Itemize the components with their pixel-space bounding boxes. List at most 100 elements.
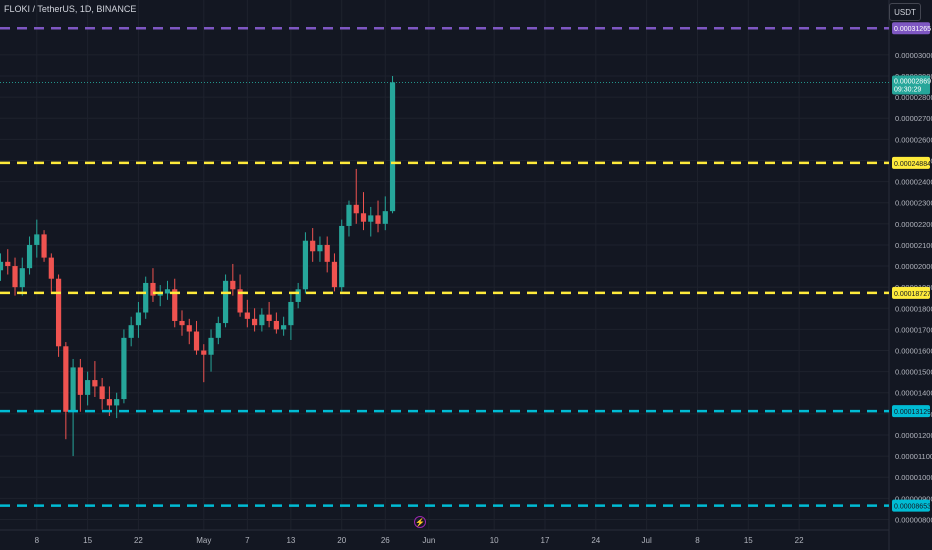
candle-body[interactable] bbox=[26, 244, 33, 269]
candle-body[interactable] bbox=[19, 268, 25, 288]
price-tick-label: 0.00001000 bbox=[895, 473, 932, 482]
candle-body[interactable] bbox=[179, 320, 185, 326]
flash-event-icon[interactable]: ⚡ bbox=[414, 516, 426, 528]
candle-body[interactable] bbox=[281, 325, 287, 330]
candle-body[interactable] bbox=[92, 380, 98, 387]
time-tick-label: 22 bbox=[134, 536, 143, 545]
candle-body[interactable] bbox=[0, 261, 4, 271]
price-line-tag bbox=[892, 286, 930, 299]
candle-body[interactable] bbox=[41, 234, 47, 258]
current-price-label: 0.00002869 bbox=[894, 79, 931, 86]
price-tick-label: 0.00002200 bbox=[895, 220, 932, 229]
candle-body[interactable] bbox=[295, 289, 301, 302]
candle-body[interactable] bbox=[172, 289, 178, 321]
candle-body[interactable] bbox=[237, 289, 243, 313]
price-tick-label: 0.00001500 bbox=[895, 368, 932, 377]
candle-body[interactable] bbox=[288, 301, 294, 326]
price-tick-label: 0.00002100 bbox=[895, 241, 932, 250]
price-tick-label: 0.00002800 bbox=[895, 93, 932, 102]
price-line-tag bbox=[892, 156, 930, 169]
time-tick-label: 10 bbox=[490, 536, 499, 545]
candle-body[interactable] bbox=[201, 350, 207, 355]
price-line-tag-label: 0.00024884 bbox=[894, 161, 931, 168]
candle-body[interactable] bbox=[128, 325, 134, 338]
candle-body[interactable] bbox=[135, 312, 142, 326]
candle-body[interactable] bbox=[375, 215, 381, 224]
candle-body[interactable] bbox=[252, 318, 258, 326]
time-tick-label: 15 bbox=[744, 536, 753, 545]
price-tick-label: 0.00002700 bbox=[895, 114, 932, 123]
candle-body[interactable] bbox=[273, 320, 279, 330]
candle-body[interactable] bbox=[63, 346, 69, 412]
candle-body[interactable] bbox=[186, 325, 192, 332]
price-line-tag-label: 0.00031265 bbox=[894, 26, 931, 33]
candle-body[interactable] bbox=[360, 213, 367, 222]
candle-body[interactable] bbox=[346, 204, 352, 226]
candle-body[interactable] bbox=[368, 215, 374, 222]
candle-body[interactable] bbox=[215, 323, 221, 338]
time-tick-label: 13 bbox=[286, 536, 295, 545]
time-tick-label: 8 bbox=[695, 536, 700, 545]
candle-body[interactable] bbox=[77, 367, 83, 395]
candle-body[interactable] bbox=[266, 314, 272, 321]
time-tick-label: Jul bbox=[642, 536, 652, 545]
price-tick-label: 0.00002300 bbox=[895, 199, 932, 208]
time-tick-label: 22 bbox=[795, 536, 804, 545]
candle-body[interactable] bbox=[99, 386, 105, 400]
candle-body[interactable] bbox=[85, 380, 91, 395]
price-tick-label: 0.00001800 bbox=[895, 304, 932, 313]
candle-body[interactable] bbox=[70, 367, 76, 412]
candle-body[interactable] bbox=[12, 266, 18, 288]
price-line-tag bbox=[892, 499, 930, 512]
candle-body[interactable] bbox=[157, 293, 163, 296]
candle-body[interactable] bbox=[150, 282, 156, 296]
price-tick-label: 0.00001200 bbox=[895, 431, 932, 440]
candle-body[interactable] bbox=[353, 204, 359, 214]
time-tick-label: 26 bbox=[381, 536, 390, 545]
candle-body[interactable] bbox=[389, 82, 396, 212]
time-tick-label: 17 bbox=[541, 536, 550, 545]
candle-body[interactable] bbox=[55, 278, 62, 347]
countdown-label: 09:30:29 bbox=[894, 87, 921, 94]
candle-body[interactable] bbox=[5, 261, 11, 267]
price-line-tag bbox=[892, 22, 930, 35]
price-tick-label: 0.00002600 bbox=[895, 135, 932, 144]
candle-body[interactable] bbox=[331, 261, 338, 288]
candle-body[interactable] bbox=[143, 282, 149, 313]
currency-button[interactable]: USDT bbox=[889, 3, 921, 21]
price-tick-label: 0.00001600 bbox=[895, 347, 932, 356]
candle-body[interactable] bbox=[48, 257, 54, 279]
symbol-title: FLOKI / TetherUS, 1D, BINANCE bbox=[4, 4, 137, 14]
candle-body[interactable] bbox=[164, 289, 171, 294]
time-tick-label: 7 bbox=[245, 536, 250, 545]
price-line-tag bbox=[892, 405, 930, 418]
candle-body[interactable] bbox=[222, 280, 229, 324]
price-line-tag-label: 0.00018727 bbox=[894, 291, 931, 298]
candle-body[interactable] bbox=[302, 240, 309, 290]
candle-body[interactable] bbox=[208, 337, 214, 355]
candle-body[interactable] bbox=[34, 234, 40, 245]
time-tick-label: May bbox=[196, 536, 211, 545]
candle-body[interactable] bbox=[121, 337, 127, 400]
candle-body[interactable] bbox=[317, 244, 323, 252]
price-tick-label: 0.00001100 bbox=[895, 452, 932, 461]
price-tick-label: 0.00001700 bbox=[895, 325, 932, 334]
candle-body[interactable] bbox=[259, 314, 265, 326]
time-tick-label: 24 bbox=[591, 536, 600, 545]
price-tick-label: 0.00000900 bbox=[895, 494, 932, 503]
current-price-tag bbox=[892, 75, 930, 95]
candle-body[interactable] bbox=[310, 240, 316, 252]
candle-body[interactable] bbox=[193, 331, 200, 351]
candle-body[interactable] bbox=[230, 280, 236, 290]
candle-body[interactable] bbox=[106, 399, 112, 406]
price-tick-label: 0.00001400 bbox=[895, 389, 932, 398]
candle-body[interactable] bbox=[382, 211, 388, 224]
price-line-tag-label: 0.00008653 bbox=[894, 504, 931, 511]
candle-body[interactable] bbox=[114, 399, 120, 406]
candle-body[interactable] bbox=[339, 225, 345, 288]
candle-body[interactable] bbox=[324, 244, 330, 262]
time-tick-label: 8 bbox=[35, 536, 40, 545]
candle-body[interactable] bbox=[244, 312, 250, 319]
